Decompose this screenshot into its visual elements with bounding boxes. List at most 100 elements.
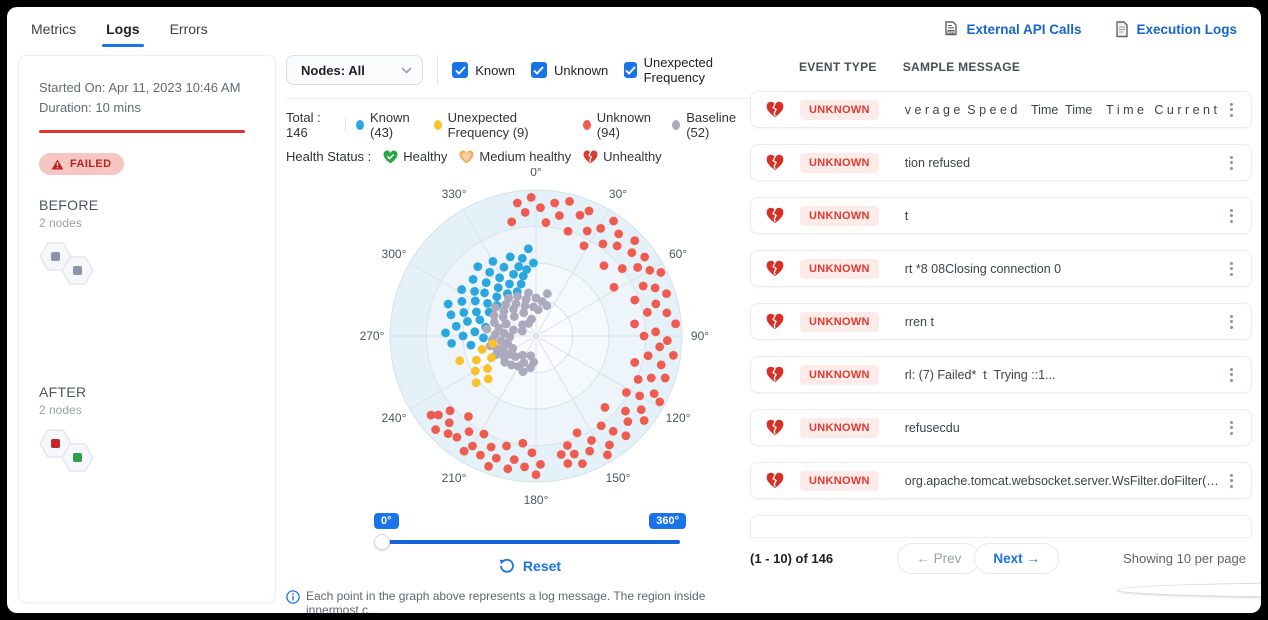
data-point-known	[470, 296, 480, 306]
data-point-unknown	[621, 388, 631, 397]
header-links: API External API Calls Execution Logs	[943, 20, 1237, 38]
header: Metrics Logs Errors API External API Cal…	[7, 7, 1261, 51]
data-point-unknown	[609, 282, 619, 292]
data-point-known	[475, 315, 485, 325]
next-button[interactable]: Next →	[974, 542, 1059, 574]
data-point-unknown	[536, 203, 545, 212]
slider-handle-max[interactable]	[1117, 582, 1261, 598]
data-point-unknown	[662, 308, 672, 318]
pagination-range: (1 - 10) of 146	[750, 550, 834, 566]
data-point-known	[516, 279, 526, 289]
divider	[437, 55, 439, 85]
data-point-unknown	[502, 441, 511, 451]
data-point-known	[492, 292, 502, 302]
legend-item-baseline: Baseline (52)	[672, 110, 748, 140]
tab-errors[interactable]: Errors	[169, 21, 208, 37]
data-point-unknown	[633, 374, 643, 384]
table-row[interactable]: UNKNOWN tion refused	[750, 144, 1252, 181]
data-point-unknown	[563, 459, 573, 468]
table-row[interactable]: UNKNOWN rt *8 08Closing connection 0	[750, 250, 1252, 287]
data-point-known	[499, 262, 509, 272]
data-point-known	[518, 271, 528, 281]
data-point-unknown	[639, 416, 649, 425]
svg-text:270°: 270°	[360, 329, 385, 343]
data-point-known	[459, 308, 469, 317]
checkbox-checked-icon	[624, 62, 637, 78]
row-menu-button[interactable]	[1226, 417, 1237, 439]
events-list: UNKNOWN v e r a g e S p e e d Time Time T…	[750, 91, 1252, 537]
checkbox-unknown[interactable]: Unknown	[530, 62, 608, 78]
baseline-dot-icon	[672, 120, 681, 130]
data-point-unknown	[668, 350, 678, 360]
event-type-badge: UNKNOWN	[800, 152, 879, 173]
data-point-known	[451, 321, 461, 331]
external-api-calls-link[interactable]: API External API Calls	[943, 20, 1081, 38]
row-menu-button[interactable]	[1226, 152, 1237, 174]
row-menu-button[interactable]	[1226, 99, 1237, 121]
slider-track[interactable]	[374, 534, 1261, 598]
polar-scatter-chart[interactable]: 0° 30° 60° 90° 120° 150° 180° 210° 240° 270° 300° 3…	[286, 165, 748, 507]
nodes-dropdown[interactable]: Nodes: All	[286, 55, 424, 85]
table-row[interactable]: UNKNOWN v e r a g e S p e e d Time Time T…	[750, 91, 1252, 128]
data-point-unknown	[630, 295, 640, 305]
data-point-unknown	[464, 412, 473, 421]
events-table-header: EVENT TYPE SAMPLE MESSAGE	[750, 60, 1252, 74]
legend-item-unexpected: Unexpected Frequency (9)	[433, 110, 573, 140]
data-point-unknown	[527, 448, 537, 458]
data-point-known	[447, 338, 457, 348]
data-point-unknown	[608, 426, 618, 436]
row-menu-button[interactable]	[1226, 258, 1237, 280]
table-row[interactable]: UNKNOWN rren t	[750, 303, 1252, 340]
data-point-baseline	[519, 308, 529, 318]
data-point-baseline	[533, 305, 543, 315]
row-menu-button[interactable]	[1226, 205, 1237, 227]
data-point-unknown	[445, 406, 455, 416]
data-point-unknown	[635, 391, 645, 401]
checkbox-known[interactable]: Known	[452, 62, 515, 78]
execution-logs-link[interactable]: Execution Logs	[1115, 20, 1237, 38]
checkbox-unexpected-frequency[interactable]: Unexpected Frequency	[624, 55, 748, 85]
data-point-known	[463, 317, 472, 326]
row-menu-button[interactable]	[1226, 311, 1237, 333]
data-point-unknown	[623, 417, 633, 427]
data-point-unknown	[452, 432, 462, 442]
data-point-baseline	[509, 312, 519, 321]
sample-message: t	[904, 208, 909, 223]
data-point-baseline	[507, 360, 516, 370]
node-hexagon[interactable]	[39, 242, 72, 271]
slider-handle-min[interactable]	[374, 534, 390, 550]
row-menu-button[interactable]	[1226, 364, 1237, 386]
status-badge: FAILED	[39, 153, 124, 176]
data-point-unknown	[656, 360, 666, 370]
tab-metrics[interactable]: Metrics	[31, 21, 77, 37]
tab-logs[interactable]: Logs	[102, 7, 144, 51]
table-row[interactable]: UNKNOWN rl: (7) Failed* t Trying ::1...	[750, 356, 1252, 393]
reset-button[interactable]: Reset	[499, 558, 561, 574]
prev-button[interactable]: ← Prev	[897, 542, 981, 574]
per-page-text: Showing 10 per page	[1123, 550, 1246, 566]
data-point-unknown	[655, 397, 665, 407]
data-point-baseline	[518, 367, 528, 377]
data-point-unknown	[640, 252, 650, 262]
node-hexagon[interactable]	[61, 443, 94, 472]
row-menu-button[interactable]	[1226, 470, 1237, 492]
slider-min-badge: 0°	[374, 513, 399, 529]
health-item-medium-healthy: Medium healthy	[459, 149, 571, 164]
unhealthy-broken-heart-icon	[766, 419, 784, 435]
data-point-unknown	[612, 241, 622, 251]
after-nodes	[39, 429, 255, 489]
table-row-partial[interactable]	[750, 515, 1252, 537]
data-point-unknown	[569, 449, 579, 459]
data-point-unknown	[584, 206, 594, 216]
data-point-unexpected-frequency	[483, 364, 492, 374]
data-point-known	[493, 283, 503, 293]
table-row[interactable]: UNKNOWN t	[750, 197, 1252, 234]
data-point-known	[441, 328, 450, 338]
node-hexagon[interactable]	[61, 256, 94, 285]
medium-healthy-heart-icon	[459, 150, 474, 163]
table-row[interactable]: UNKNOWN refusecdu	[750, 409, 1252, 446]
table-row[interactable]: UNKNOWN org.apache.tomcat.websocket.serve…	[750, 462, 1252, 499]
data-point-unknown	[479, 429, 489, 439]
unhealthy-broken-heart-icon	[766, 260, 784, 276]
data-point-unknown	[614, 229, 624, 239]
